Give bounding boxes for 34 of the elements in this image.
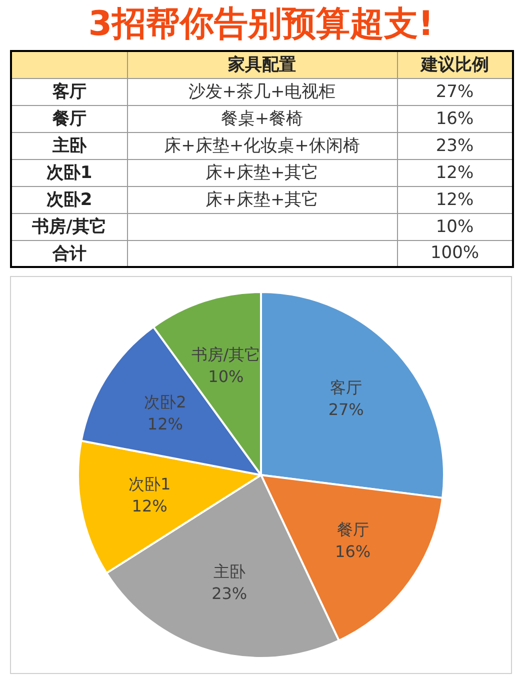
slice-label: 主卧 [213,562,246,582]
text: 27% [436,82,474,102]
text: 餐桌+餐椅 [220,109,304,129]
text: 3招帮你告别预算超支! [87,3,435,45]
text: 沙发+茶几+电视柜 [188,82,336,102]
category-label: 客厅 [52,82,86,102]
category-label: 家具配置 [127,51,397,78]
data-label: 12% [132,496,168,516]
data-label: 16% [335,542,371,561]
category-label: 建议比例 [397,51,513,78]
data-label: 23% [212,584,248,604]
text: 23% [436,136,474,156]
text: 12% [436,162,474,182]
category-label: 主卧 [52,136,86,156]
category-label: 合计 [52,244,86,264]
slice-label: 餐厅 [336,520,369,539]
text: 10% [436,216,474,236]
data-label: 27% [328,400,364,420]
slice-label: 书房/其它 [191,345,261,364]
slice-label: 客厅 [330,378,362,398]
text: 床+床垫+化妆桌+休闲椅 [164,136,360,156]
category-label: 书房/其它 [32,217,106,237]
data-label: 12% [147,414,183,434]
category-label: 次卧2 [46,190,92,210]
text: 12% [436,190,474,210]
text: 100% [430,243,480,264]
category-label: 餐厅 [52,109,86,129]
text: 床+床垫+其它 [205,190,319,210]
data-label: 10% [208,367,244,386]
text: 床+床垫+其它 [205,163,319,183]
slice-label: 次卧2 [144,392,186,412]
text: 16% [436,108,474,128]
category-label: 次卧1 [46,163,92,183]
slice-label: 次卧1 [128,474,171,494]
